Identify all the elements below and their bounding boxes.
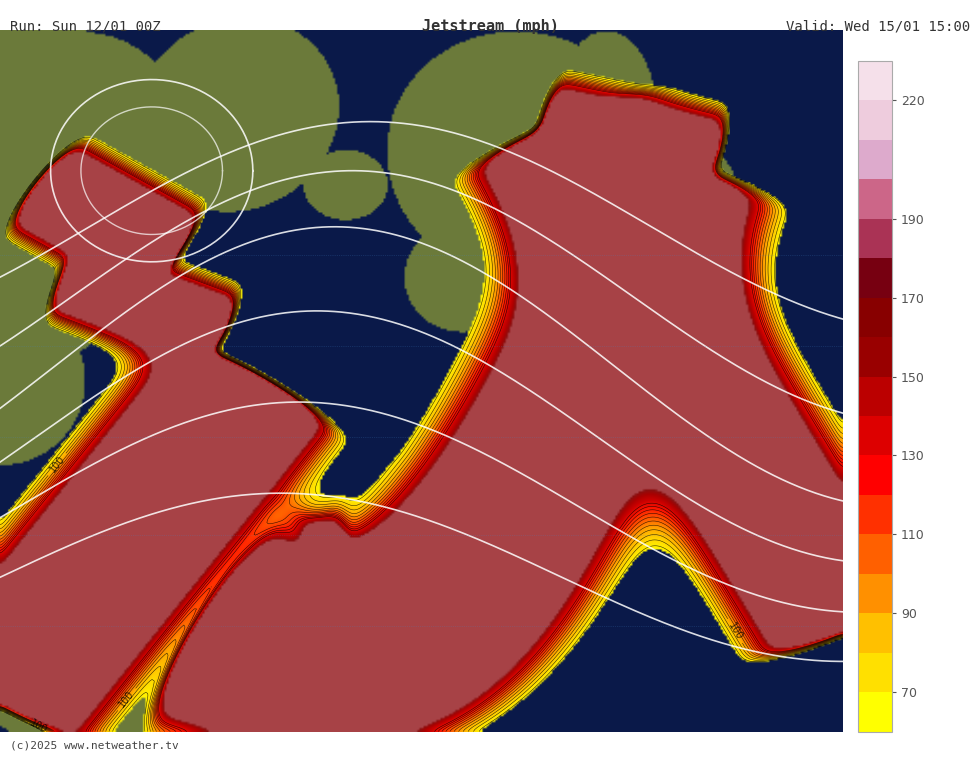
Text: Jetstream (mph): Jetstream (mph) [421, 19, 559, 34]
Text: 100: 100 [47, 454, 67, 475]
Text: 100: 100 [117, 689, 136, 709]
Text: 100: 100 [27, 718, 48, 735]
Text: Run: Sun 12/01 00Z: Run: Sun 12/01 00Z [10, 19, 161, 33]
Text: Valid: Wed 15/01 15:00: Valid: Wed 15/01 15:00 [786, 19, 970, 33]
Text: 100: 100 [726, 620, 744, 642]
Text: (c)2025 www.netweather.tv: (c)2025 www.netweather.tv [10, 741, 178, 751]
